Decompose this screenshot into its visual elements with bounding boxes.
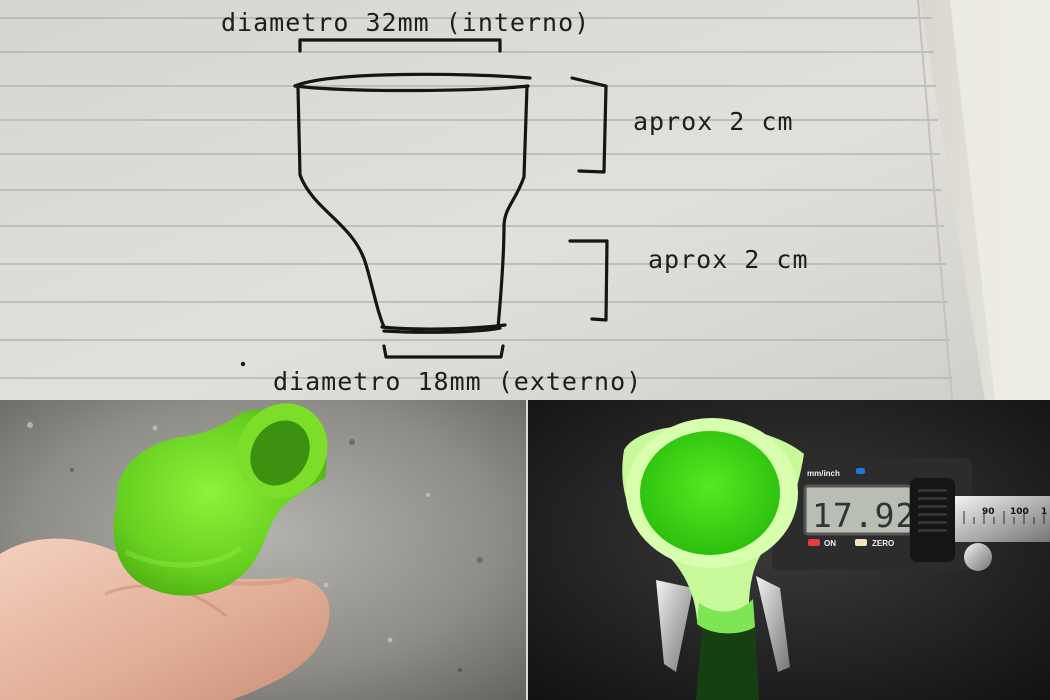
dark-green-support [696, 627, 759, 700]
bottom-diameter-label: diametro 18mm (externo) [273, 367, 642, 396]
measurement-reading: 17.92 [812, 496, 916, 535]
paper-background [0, 0, 1050, 400]
on-label: ON [824, 539, 836, 548]
caliper-jaw-left [656, 580, 693, 672]
part-inner-opening [250, 420, 310, 486]
caliper-jaw-right [756, 576, 790, 672]
thumb-roller-ridges [918, 489, 947, 532]
on-button[interactable] [808, 539, 820, 546]
scale-label-100: 100 [1010, 507, 1029, 517]
hand [0, 538, 330, 700]
hand-sketch-panel: diametro 32mm (interno) aprox 2 cm aprox… [0, 0, 1050, 400]
sketch-svg: diametro 32mm (interno) aprox 2 cm aprox… [0, 0, 1050, 400]
scale-label-90: 90 [982, 507, 995, 517]
granite-speckles [27, 422, 483, 672]
zero-button[interactable] [855, 539, 867, 546]
caliper-measurement-photo: 90 100 1 17.92 mm/inch ON ZERO [528, 400, 1050, 700]
lower-height-label: aprox 2 cm [648, 245, 809, 274]
upper-height-label: aprox 2 cm [633, 107, 794, 136]
caliper-scale [963, 511, 1045, 524]
paper-border [917, 0, 953, 400]
caliper-beam [954, 496, 1050, 542]
zero-label: ZERO [872, 539, 894, 548]
top-diameter-label: diametro 32mm (interno) [221, 8, 590, 37]
unit-label: mm/inch [807, 469, 840, 478]
lock-screw[interactable] [964, 543, 992, 571]
unit-button[interactable] [856, 468, 865, 474]
scale-label-end: 1 [1041, 507, 1047, 517]
cup-inner-surface [640, 431, 780, 555]
cup-neck [697, 599, 755, 634]
paper-edge-highlight [950, 0, 1050, 400]
left-photo-svg [0, 400, 526, 700]
funnel-drawing [293, 38, 609, 359]
hand-holding-part-photo [0, 400, 526, 700]
ruled-lines [0, 17, 952, 379]
right-photo-svg: 90 100 1 17.92 mm/inch ON ZERO [528, 400, 1050, 700]
ink-dot [240, 361, 246, 367]
